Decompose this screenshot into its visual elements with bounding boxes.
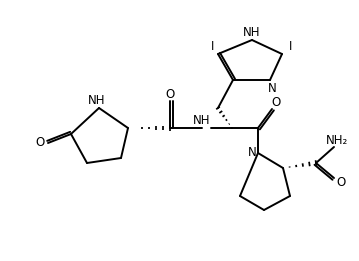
Text: O: O bbox=[336, 176, 346, 189]
Text: N: N bbox=[267, 81, 276, 94]
Text: NH: NH bbox=[193, 115, 211, 128]
Text: O: O bbox=[271, 97, 281, 110]
Text: NH₂: NH₂ bbox=[326, 133, 348, 146]
Text: O: O bbox=[36, 137, 45, 150]
Text: O: O bbox=[165, 87, 174, 100]
Text: I: I bbox=[289, 40, 293, 54]
Text: NH: NH bbox=[243, 27, 261, 39]
Text: N: N bbox=[248, 146, 256, 159]
Text: I: I bbox=[211, 40, 215, 54]
Text: NH: NH bbox=[88, 93, 106, 106]
